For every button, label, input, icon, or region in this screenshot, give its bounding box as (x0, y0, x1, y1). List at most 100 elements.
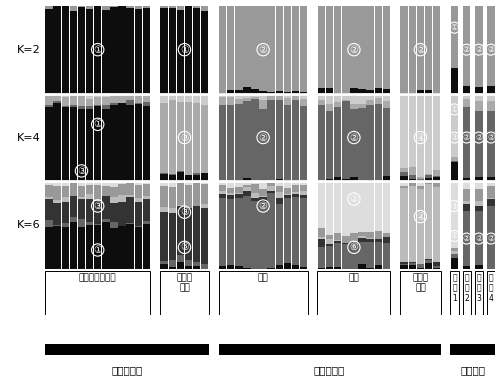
Bar (463, 99, 470, 107)
Bar (334, 241, 342, 243)
Bar (219, 6, 226, 93)
Bar (433, 181, 440, 183)
Bar (142, 224, 150, 269)
Bar (46, 105, 53, 107)
Bar (433, 262, 440, 266)
Bar (176, 10, 184, 94)
Text: 测
试
3: 测 试 3 (476, 274, 481, 303)
Bar (110, 6, 118, 7)
Bar (54, 200, 61, 203)
Bar (400, 93, 408, 94)
Bar (450, 259, 458, 269)
Bar (126, 8, 134, 94)
Bar (350, 177, 358, 181)
Bar (300, 191, 308, 195)
Bar (219, 194, 226, 198)
Bar (334, 240, 342, 241)
Bar (54, 186, 61, 200)
Bar (86, 185, 94, 194)
Bar (408, 186, 416, 262)
Bar (487, 186, 494, 198)
Bar (318, 100, 325, 105)
Bar (276, 192, 283, 198)
Bar (110, 187, 118, 197)
Bar (400, 176, 408, 181)
Bar (118, 195, 126, 202)
Bar (276, 186, 283, 192)
Bar (475, 189, 482, 201)
Bar (142, 199, 150, 222)
Bar (243, 178, 250, 181)
Bar (487, 100, 494, 111)
Bar (450, 161, 458, 162)
Bar (62, 94, 69, 97)
Bar (243, 6, 250, 87)
Bar (54, 101, 61, 103)
Bar (374, 104, 382, 181)
Bar (276, 179, 283, 181)
Bar (475, 211, 482, 265)
Bar (118, 95, 126, 103)
Bar (334, 94, 342, 102)
Bar (374, 265, 382, 269)
Bar (268, 92, 275, 94)
Bar (260, 180, 267, 181)
Bar (350, 181, 358, 233)
Bar (475, 101, 482, 111)
Text: 印度尼
西亚: 印度尼 西亚 (176, 274, 192, 293)
Bar (416, 186, 424, 189)
Bar (185, 181, 192, 185)
Bar (176, 205, 184, 206)
Text: ②: ② (258, 133, 268, 142)
Bar (382, 243, 390, 269)
Bar (276, 198, 283, 204)
Bar (284, 181, 291, 188)
Bar (62, 107, 69, 181)
Bar (201, 173, 208, 181)
Bar (126, 94, 134, 100)
Bar (252, 99, 258, 181)
Bar (318, 105, 325, 181)
Bar (102, 6, 110, 10)
Bar (78, 197, 85, 199)
Bar (300, 6, 308, 92)
Bar (292, 94, 300, 96)
Bar (70, 6, 77, 11)
Text: K=4: K=4 (16, 133, 40, 142)
Bar (168, 213, 176, 261)
Bar (160, 207, 168, 212)
Bar (300, 99, 308, 106)
Bar (94, 105, 102, 106)
Bar (86, 9, 94, 94)
Bar (292, 185, 300, 192)
Bar (193, 175, 200, 181)
Bar (342, 243, 349, 244)
Bar (160, 175, 168, 181)
Bar (78, 181, 85, 186)
Bar (374, 242, 382, 265)
Bar (102, 109, 110, 181)
Bar (252, 97, 258, 99)
Bar (433, 176, 440, 181)
Bar (358, 264, 366, 269)
Bar (284, 105, 291, 180)
Bar (126, 183, 134, 195)
Bar (110, 94, 118, 104)
Bar (358, 94, 366, 104)
Text: ②: ② (487, 133, 494, 142)
Bar (243, 101, 250, 178)
Text: 测
试
2: 测 试 2 (464, 274, 469, 303)
Bar (227, 94, 234, 97)
Bar (142, 94, 150, 102)
Bar (487, 177, 494, 181)
Bar (94, 185, 102, 199)
Bar (374, 94, 382, 99)
Bar (374, 99, 382, 104)
Bar (102, 10, 110, 94)
Bar (102, 94, 110, 97)
Bar (185, 6, 192, 94)
Bar (201, 204, 208, 208)
Bar (46, 96, 53, 105)
Bar (193, 94, 200, 104)
Text: ②: ② (258, 45, 268, 55)
